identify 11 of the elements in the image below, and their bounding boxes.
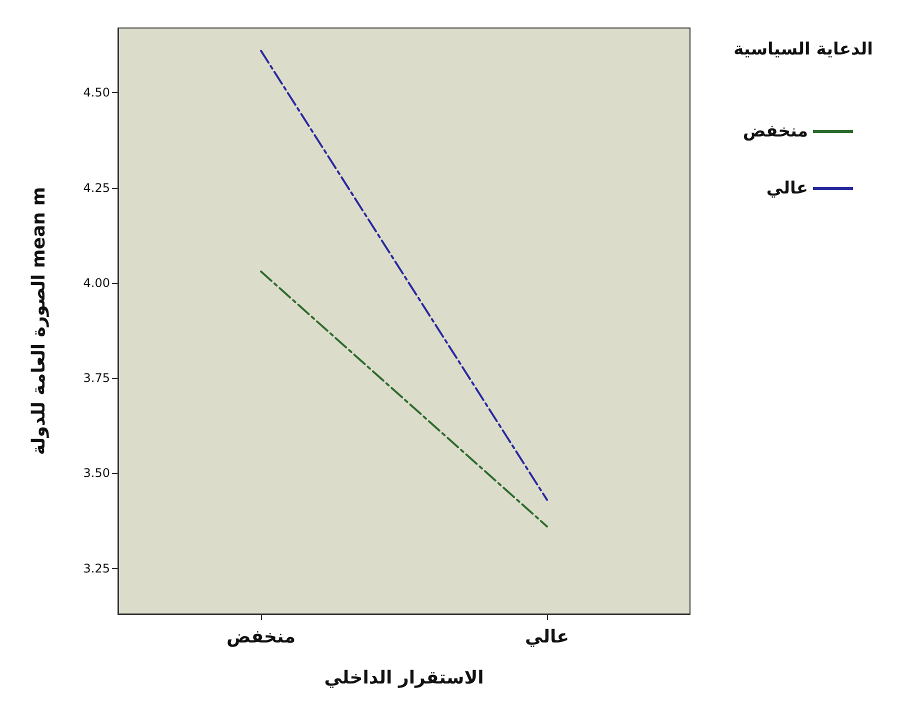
legend-label: عالي [766,178,808,198]
y-axis-title: الصورة العامة للدولة mean m [28,187,50,455]
y-tick-label: 3.25 [83,561,110,576]
y-tick-label: 3.50 [83,466,110,480]
y-tick-label: 3.75 [83,371,110,386]
x-axis-title: الاستقرار الداخلي [324,668,484,688]
legend-label: منخفض [742,122,808,142]
y-tick-label: 4.00 [83,276,110,290]
y-tick-label: 4.50 [83,86,110,100]
y-tick-label: 4.25 [83,180,110,195]
legend-title: الدعاية السياسية [734,40,873,60]
